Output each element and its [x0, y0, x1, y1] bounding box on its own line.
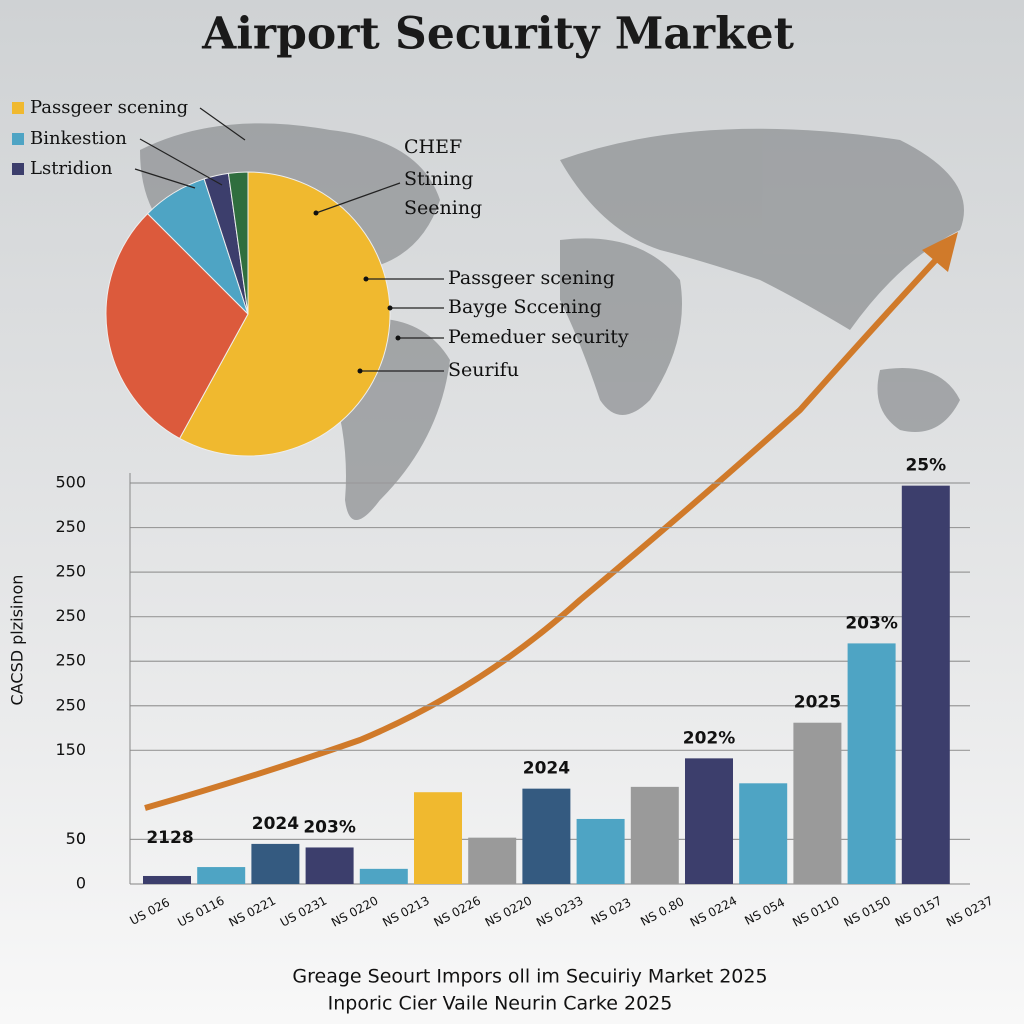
bar	[793, 722, 842, 884]
bar	[414, 792, 462, 884]
legend-label: Lstridion	[30, 158, 113, 179]
annotation: 203%	[845, 613, 898, 633]
pie-slice	[105, 212, 249, 440]
annotation: 2025	[794, 693, 841, 713]
bar	[847, 643, 896, 884]
bar	[143, 875, 191, 884]
legend-label: Passgeer scening	[30, 97, 188, 118]
bar	[685, 758, 733, 884]
y-tick-label: 50	[66, 829, 86, 848]
y-tick-label: 250	[55, 651, 86, 670]
bar	[251, 843, 300, 884]
y-tick-label: 0	[76, 874, 86, 893]
bar	[630, 786, 679, 884]
annotation: 203%	[303, 817, 356, 837]
callout-label: CHEF	[404, 136, 462, 158]
leader-dot	[363, 276, 369, 282]
annotation: 2024	[523, 759, 570, 779]
trend-arrow	[144, 247, 948, 811]
bar	[468, 837, 517, 884]
leader-line	[315, 182, 401, 214]
legend-label: Binkestion	[30, 128, 127, 149]
y-tick-label: 500	[55, 473, 86, 492]
annotation: 2024	[252, 814, 299, 834]
title: Airport Security Market	[201, 9, 795, 60]
bar	[359, 868, 408, 884]
footer: Greage Seourt Impors oll im Secuiriy Mar…	[292, 966, 767, 988]
callout-label: Stining	[404, 168, 473, 190]
legend-swatch	[12, 133, 24, 145]
leader-dot	[395, 335, 401, 341]
footer: Inporic Cier Vaile Neurin Carke 2025	[328, 993, 673, 1015]
legend-swatch	[12, 163, 24, 175]
callout-label: Pemeduer security	[448, 326, 629, 348]
y-axis-label: CACSD plzisinon	[8, 575, 27, 706]
callout-label: Seening	[404, 197, 482, 219]
leader-line	[134, 168, 196, 189]
bar	[739, 783, 788, 884]
leader-line	[199, 107, 246, 141]
y-tick-label: 0	[76, 829, 86, 848]
callout-label: Seurifu	[448, 359, 519, 381]
bar	[522, 788, 571, 884]
bar	[576, 818, 625, 884]
pie-slice	[178, 171, 391, 457]
bar	[305, 847, 354, 884]
y-tick-label: 250	[55, 562, 86, 581]
annotation: 202%	[683, 728, 736, 748]
bar	[901, 485, 950, 884]
pie-slice	[227, 171, 249, 315]
leader-dot	[387, 305, 393, 311]
y-tick-label: 250	[55, 517, 86, 536]
leader-dot	[357, 368, 363, 374]
annotation: 25%	[905, 456, 946, 476]
y-tick-label: 250	[55, 695, 86, 714]
leader-dot	[313, 210, 319, 216]
callout-label: Passgeer scening	[448, 267, 615, 289]
y-tick-label: 150	[55, 740, 86, 759]
bar	[197, 867, 246, 884]
legend-swatch	[12, 102, 24, 114]
arrow-head	[922, 232, 958, 272]
y-tick-label: 250	[55, 606, 86, 625]
leader-line	[139, 138, 223, 186]
callout-label: Bayge Sccening	[448, 296, 602, 318]
annotation: 2128	[146, 828, 193, 848]
